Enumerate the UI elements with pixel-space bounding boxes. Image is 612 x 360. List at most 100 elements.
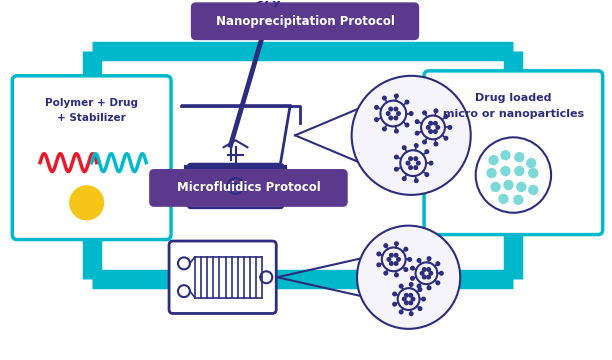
Circle shape bbox=[382, 96, 386, 100]
Circle shape bbox=[395, 242, 398, 246]
Circle shape bbox=[429, 121, 433, 125]
Circle shape bbox=[411, 266, 414, 270]
Circle shape bbox=[427, 257, 431, 260]
Circle shape bbox=[417, 284, 421, 288]
Circle shape bbox=[406, 161, 410, 165]
Circle shape bbox=[489, 156, 498, 165]
Circle shape bbox=[394, 107, 398, 111]
Circle shape bbox=[387, 258, 390, 261]
Circle shape bbox=[436, 281, 439, 285]
Circle shape bbox=[409, 283, 413, 286]
Circle shape bbox=[517, 183, 526, 192]
Circle shape bbox=[384, 271, 387, 275]
Circle shape bbox=[382, 127, 386, 131]
Circle shape bbox=[504, 180, 513, 189]
Circle shape bbox=[411, 276, 414, 280]
Circle shape bbox=[423, 111, 427, 114]
Circle shape bbox=[416, 120, 419, 123]
Circle shape bbox=[389, 116, 392, 120]
Circle shape bbox=[405, 301, 408, 305]
Text: + Stabilizer: + Stabilizer bbox=[58, 113, 126, 123]
Circle shape bbox=[439, 271, 443, 275]
FancyBboxPatch shape bbox=[192, 3, 418, 39]
Circle shape bbox=[405, 293, 408, 297]
Circle shape bbox=[501, 167, 510, 176]
Circle shape bbox=[390, 262, 393, 265]
Circle shape bbox=[429, 271, 433, 275]
Circle shape bbox=[422, 268, 426, 271]
Circle shape bbox=[414, 166, 417, 170]
Text: Nanoprecipitation Protocol: Nanoprecipitation Protocol bbox=[215, 15, 395, 28]
FancyBboxPatch shape bbox=[424, 71, 603, 235]
Circle shape bbox=[434, 142, 438, 146]
Circle shape bbox=[414, 144, 418, 147]
Circle shape bbox=[393, 302, 397, 306]
FancyBboxPatch shape bbox=[12, 76, 171, 239]
Circle shape bbox=[394, 253, 398, 257]
Circle shape bbox=[529, 168, 538, 177]
Circle shape bbox=[429, 161, 433, 165]
Circle shape bbox=[417, 258, 421, 262]
Circle shape bbox=[491, 183, 500, 192]
Circle shape bbox=[357, 226, 460, 329]
Circle shape bbox=[425, 173, 428, 176]
Text: Polymer + Drug: Polymer + Drug bbox=[45, 98, 138, 108]
Circle shape bbox=[404, 247, 408, 251]
Circle shape bbox=[487, 168, 496, 177]
Circle shape bbox=[416, 131, 419, 135]
FancyBboxPatch shape bbox=[188, 164, 283, 208]
Circle shape bbox=[418, 288, 422, 291]
Circle shape bbox=[429, 130, 433, 133]
Circle shape bbox=[403, 297, 406, 301]
Text: Microfluidics Protocol: Microfluidics Protocol bbox=[177, 181, 320, 194]
Circle shape bbox=[405, 100, 409, 104]
Circle shape bbox=[409, 293, 412, 297]
Circle shape bbox=[434, 121, 437, 125]
Circle shape bbox=[394, 262, 398, 265]
Circle shape bbox=[515, 167, 524, 176]
Circle shape bbox=[436, 262, 439, 265]
Circle shape bbox=[386, 112, 390, 115]
Circle shape bbox=[515, 153, 524, 162]
Circle shape bbox=[409, 166, 412, 170]
Circle shape bbox=[444, 136, 448, 140]
Circle shape bbox=[422, 275, 426, 279]
Circle shape bbox=[425, 150, 428, 153]
Circle shape bbox=[409, 312, 413, 315]
Circle shape bbox=[514, 195, 523, 204]
Circle shape bbox=[352, 76, 471, 195]
Circle shape bbox=[476, 137, 551, 213]
Circle shape bbox=[377, 252, 381, 256]
Circle shape bbox=[400, 284, 403, 288]
Circle shape bbox=[377, 263, 381, 267]
Circle shape bbox=[414, 179, 418, 183]
Circle shape bbox=[394, 116, 398, 120]
Circle shape bbox=[390, 253, 393, 257]
Circle shape bbox=[395, 167, 398, 171]
Circle shape bbox=[436, 126, 439, 129]
Circle shape bbox=[409, 301, 412, 305]
Circle shape bbox=[427, 126, 430, 129]
Circle shape bbox=[422, 297, 425, 301]
Circle shape bbox=[427, 286, 431, 290]
Circle shape bbox=[417, 161, 420, 165]
Circle shape bbox=[444, 115, 448, 118]
Circle shape bbox=[375, 105, 378, 109]
Circle shape bbox=[409, 112, 413, 115]
Circle shape bbox=[405, 123, 409, 127]
Circle shape bbox=[499, 194, 508, 203]
Text: micro or nanoparticles: micro or nanoparticles bbox=[443, 108, 584, 118]
Circle shape bbox=[414, 157, 417, 161]
Circle shape bbox=[404, 268, 408, 271]
Circle shape bbox=[393, 292, 397, 296]
FancyBboxPatch shape bbox=[150, 170, 346, 206]
Circle shape bbox=[420, 271, 424, 275]
FancyBboxPatch shape bbox=[169, 241, 276, 314]
Circle shape bbox=[397, 112, 400, 115]
Text: Drug loaded: Drug loaded bbox=[475, 93, 551, 103]
Circle shape bbox=[434, 109, 438, 113]
Circle shape bbox=[395, 273, 398, 277]
Circle shape bbox=[411, 297, 415, 301]
Circle shape bbox=[389, 107, 392, 111]
Circle shape bbox=[395, 155, 398, 159]
